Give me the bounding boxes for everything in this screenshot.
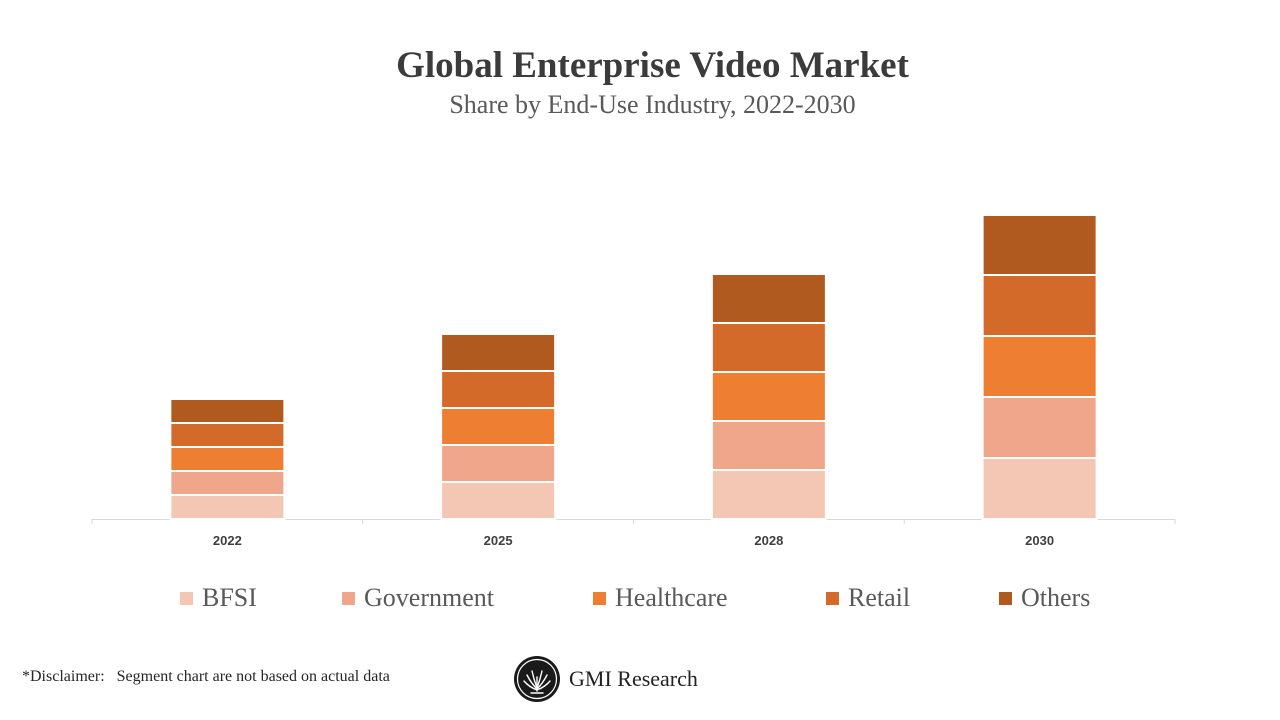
bar-segment-others-2028 [710,273,827,324]
bar-segment-retail-2030 [981,274,1098,337]
bar-segment-others-2030 [981,214,1098,276]
legend-label-healthcare: Healthcare [615,583,728,612]
legend-swatch-retail [826,591,839,605]
bar-segment-healthcare-2030 [981,335,1098,398]
bar-segment-retail-2028 [710,322,827,373]
bar-segment-bfsi-2030 [981,457,1098,520]
legend-label-retail: Retail [848,583,911,612]
bar-segment-government-2022 [169,470,286,496]
bar-segment-others-2025 [440,333,557,372]
legend-swatch-others [999,591,1012,605]
x-tick-label-2025: 2025 [484,533,513,548]
bar-segment-bfsi-2025 [440,481,557,520]
x-tick-label-2028: 2028 [754,533,783,548]
chart-legend: BFSI Government Healthcare Retail Others [0,583,1280,615]
legend-swatch-bfsi [180,591,193,605]
bar-segment-bfsi-2022 [169,494,286,520]
brand-name: GMI Research [569,666,698,691]
bar-segment-healthcare-2028 [710,371,827,422]
bar-segment-healthcare-2022 [169,446,286,472]
bar-segment-healthcare-2025 [440,407,557,446]
legend-swatch-healthcare [593,591,606,605]
chart-subtitle: Share by End-Use Industry, 2022-2030 [449,90,856,119]
legend-item-government: Government [342,583,494,613]
legend-label-government: Government [364,583,494,612]
legend-item-others: Others [999,583,1090,613]
chart-title: Global Enterprise Video Market [396,45,909,86]
x-tick-label-2022: 2022 [213,533,242,548]
bar-segment-retail-2025 [440,370,557,409]
bar-segment-government-2030 [981,396,1098,459]
gmi-logo-icon [514,656,560,702]
x-tick-label-2030: 2030 [1025,533,1054,548]
legend-swatch-government [342,591,355,605]
bar-segment-others-2022 [169,398,286,424]
brand-logo: GMI Research [513,655,698,703]
bar-segment-government-2025 [440,444,557,483]
bar-segment-government-2028 [710,420,827,471]
legend-label-bfsi: BFSI [202,583,257,612]
bar-segment-bfsi-2028 [710,469,827,520]
legend-item-retail: Retail [826,583,910,613]
bar-segment-retail-2022 [169,422,286,448]
disclaimer-text: *Disclaimer: Segment chart are not based… [22,668,390,685]
legend-label-others: Others [1021,583,1091,612]
stacked-bar-chart: 2022 2025 2028 2030 [91,214,1176,548]
legend-item-healthcare: Healthcare [593,583,728,613]
legend-item-bfsi: BFSI [180,583,257,613]
